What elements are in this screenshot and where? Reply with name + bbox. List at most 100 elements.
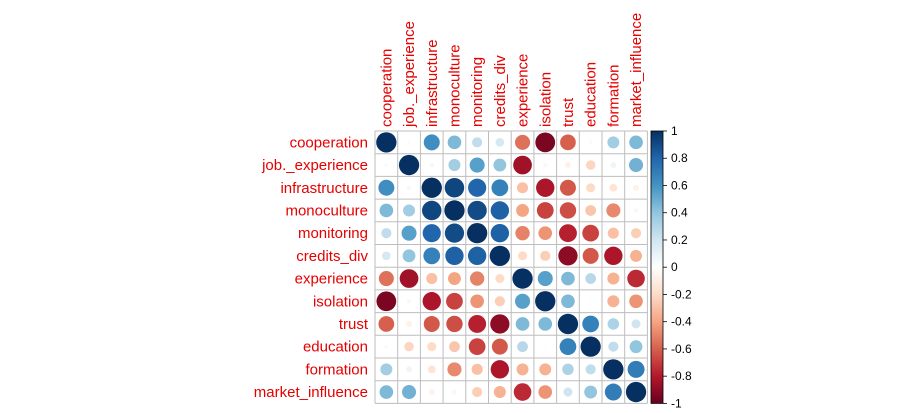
corr-circle-infrastructure-monitoring — [468, 178, 487, 197]
column-label-monitoring: monitoring — [469, 57, 486, 127]
colorbar-tick-label: -0.4 — [671, 315, 692, 329]
corr-circle-infrastructure-market_influence — [633, 184, 639, 191]
row-label-experience: experience — [295, 271, 368, 288]
column-label-credits_div: credits_div — [492, 55, 509, 127]
corr-circle-job._experience-formation — [610, 162, 617, 168]
corr-circle-isolation-trust — [561, 294, 575, 309]
corr-circle-cooperation-trust — [560, 134, 576, 151]
corr-circle-credits_div-experience — [518, 251, 528, 261]
corr-circle-job._experience-job._experience — [398, 154, 420, 176]
corr-circle-infrastructure-isolation — [536, 178, 555, 197]
corr-circle-education-experience — [517, 341, 528, 353]
corr-circle-experience-monitoring — [469, 271, 485, 286]
corr-circle-job._experience-experience — [513, 155, 532, 175]
corr-circle-isolation-infrastructure — [422, 292, 441, 311]
corr-circle-monoculture-monoculture — [444, 200, 465, 221]
corr-circle-credits_div-cooperation — [382, 251, 391, 261]
corr-circle-monoculture-market_influence — [633, 208, 639, 213]
corr-circle-monitoring-cooperation — [381, 228, 392, 239]
corr-circle-infrastructure-trust — [559, 179, 576, 196]
corr-circle-market_influence-credits_div — [493, 386, 506, 399]
corr-circle-formation-monoculture — [447, 362, 462, 377]
corr-circle-education-job._experience — [404, 341, 414, 352]
corr-circle-credits_div-job._experience — [402, 249, 416, 263]
corr-circle-experience-education — [585, 273, 597, 284]
corr-circle-monoculture-formation — [606, 203, 621, 218]
corr-circle-isolation-isolation — [535, 291, 556, 312]
corr-circle-cooperation-education — [588, 140, 593, 145]
corr-circle-monoculture-experience — [516, 204, 529, 217]
corr-circle-credits_div-credits_div — [489, 245, 510, 266]
colorbar-legend: 1 0.8 0.6 0.4 0.2 0 -0.2 -0.4 -0.6 -0.8 -1 — [650, 124, 692, 410]
corr-circle-monitoring-credits_div — [490, 223, 510, 243]
corr-circle-experience-trust — [561, 271, 575, 286]
corr-circle-credits_div-monitoring — [467, 246, 487, 266]
corr-circle-education-infrastructure — [427, 342, 437, 352]
row-label-infrastructure: infrastructure — [280, 180, 368, 197]
corr-circle-isolation-credits_div — [494, 296, 505, 307]
column-label-education: education — [583, 62, 600, 127]
corr-circle-education-market_influence — [629, 340, 643, 354]
corr-circle-monitoring-isolation — [538, 226, 553, 240]
corr-circle-monitoring-education — [582, 224, 600, 242]
corr-circle-market_influence-market_influence — [625, 381, 647, 403]
row-label-monoculture: monoculture — [285, 202, 368, 219]
corr-circle-market_influence-formation — [604, 383, 622, 401]
corr-circle-market_influence-job._experience — [402, 385, 417, 400]
corr-circle-formation-market_influence — [627, 360, 645, 378]
corr-circle-infrastructure-education — [586, 183, 596, 193]
corr-circle-monitoring-experience — [515, 225, 530, 241]
corr-circle-monitoring-monitoring — [467, 223, 488, 244]
corr-circle-isolation-cooperation — [376, 291, 397, 312]
corr-circle-isolation-education — [589, 299, 593, 303]
corr-circle-formation-job._experience — [406, 366, 412, 373]
row-label-trust: trust — [339, 316, 369, 333]
corr-circle-credits_div-isolation — [540, 250, 551, 261]
corr-circle-isolation-monitoring — [470, 294, 484, 309]
corr-circle-market_influence-education — [584, 385, 598, 399]
matrix-grid — [374, 130, 648, 404]
corr-circle-trust-isolation — [538, 317, 553, 331]
colorbar-tick-label: -0.8 — [671, 369, 692, 383]
column-label-market_influence: market_influence — [628, 13, 645, 127]
row-label-education: education — [303, 339, 368, 356]
corr-circle-monitoring-market_influence — [630, 228, 642, 239]
corr-circle-job._experience-education — [585, 160, 596, 170]
corr-circle-trust-job._experience — [406, 321, 412, 327]
corr-circle-monitoring-monoculture — [444, 223, 465, 243]
corr-circle-job._experience-isolation — [542, 162, 548, 168]
column-label-experience: experience — [515, 54, 532, 127]
corr-circle-education-cooperation — [384, 344, 389, 349]
corr-circle-formation-infrastructure — [427, 365, 436, 374]
corr-circle-formation-trust — [562, 363, 574, 376]
corr-circle-formation-experience — [516, 363, 529, 376]
corr-circle-cooperation-market_influence — [629, 135, 643, 150]
corr-circle-education-monitoring — [468, 338, 486, 356]
corr-circle-monoculture-monitoring — [467, 200, 487, 221]
corr-circle-monoculture-infrastructure — [422, 200, 442, 221]
corr-circle-trust-credits_div — [490, 314, 510, 334]
corr-circle-formation-formation — [603, 359, 624, 380]
colorbar — [650, 130, 664, 404]
row-label-formation: formation — [305, 361, 368, 378]
corr-circle-experience-isolation — [537, 271, 553, 287]
corr-circle-education-credits_div — [491, 338, 508, 355]
corr-circle-credits_div-formation — [604, 246, 623, 266]
corr-circle-trust-formation — [607, 318, 620, 330]
colorbar-tick-label: 0.6 — [671, 178, 688, 192]
column-label-trust: trust — [560, 97, 577, 127]
corr-circle-formation-isolation — [539, 363, 552, 376]
column-labels: cooperation job._experience infrastructure… — [378, 13, 645, 128]
corr-circle-market_influence-monitoring — [472, 386, 483, 398]
corr-circle-market_influence-infrastructure — [428, 389, 435, 395]
corr-circle-experience-market_influence — [627, 269, 645, 288]
corr-circle-isolation-formation — [607, 295, 620, 308]
colorbar-tick-label: -1 — [671, 396, 682, 410]
column-label-infrastructure: infrastructure — [424, 39, 441, 127]
corr-circle-credits_div-trust — [558, 246, 578, 266]
corr-circle-cooperation-experience — [515, 134, 531, 150]
corr-circle-isolation-job._experience — [406, 298, 412, 304]
colorbar-tick-label: 1 — [671, 124, 678, 138]
corr-circle-trust-monoculture — [446, 315, 463, 333]
